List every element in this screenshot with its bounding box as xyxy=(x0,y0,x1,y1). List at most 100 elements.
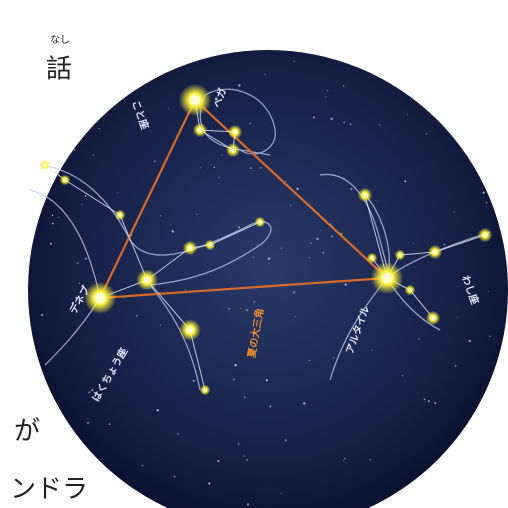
star xyxy=(491,424,493,426)
star xyxy=(160,325,161,326)
star xyxy=(363,193,368,198)
star xyxy=(350,123,352,125)
star xyxy=(208,243,212,247)
star xyxy=(214,167,215,168)
star xyxy=(244,397,245,398)
star xyxy=(327,90,328,91)
star xyxy=(331,118,333,120)
star xyxy=(27,278,29,280)
star xyxy=(233,130,238,135)
star xyxy=(424,398,426,400)
star xyxy=(107,50,109,52)
star xyxy=(433,250,438,255)
star xyxy=(333,357,334,358)
star xyxy=(48,419,50,421)
star xyxy=(117,192,118,193)
star xyxy=(34,165,35,166)
star xyxy=(123,297,124,298)
star xyxy=(188,246,193,251)
star xyxy=(186,62,187,63)
star xyxy=(472,453,474,455)
star xyxy=(323,252,325,254)
star xyxy=(370,459,371,460)
star xyxy=(382,273,393,284)
star xyxy=(54,170,56,172)
star xyxy=(198,128,203,133)
star xyxy=(316,238,318,240)
star xyxy=(285,439,287,441)
star xyxy=(268,258,270,260)
star xyxy=(52,215,53,216)
star xyxy=(431,316,436,321)
star xyxy=(193,380,195,382)
star xyxy=(488,291,489,292)
heading-char: 話 xyxy=(46,55,72,85)
star xyxy=(41,314,43,316)
star xyxy=(185,289,186,290)
star xyxy=(200,167,201,168)
bottom-text: ンドラ xyxy=(10,475,88,505)
star xyxy=(243,455,245,457)
star xyxy=(52,223,54,225)
star xyxy=(345,283,347,285)
star xyxy=(142,465,144,467)
star xyxy=(372,350,373,351)
star xyxy=(50,243,52,245)
star xyxy=(343,121,345,123)
star xyxy=(313,116,315,118)
star xyxy=(489,336,490,337)
star xyxy=(208,483,210,485)
star xyxy=(63,178,67,182)
star xyxy=(39,122,41,124)
star xyxy=(270,406,272,408)
star xyxy=(177,433,179,435)
star xyxy=(434,402,436,404)
star xyxy=(154,160,156,162)
star xyxy=(77,262,79,264)
star xyxy=(156,499,157,500)
star xyxy=(99,128,100,129)
star xyxy=(111,72,113,74)
star xyxy=(413,243,414,244)
star xyxy=(85,195,86,196)
star xyxy=(238,443,240,445)
star xyxy=(234,364,236,366)
star xyxy=(36,195,38,197)
star xyxy=(196,214,197,215)
star xyxy=(136,493,137,494)
star xyxy=(404,180,406,182)
star xyxy=(157,409,159,411)
body-char: が xyxy=(14,417,40,447)
star xyxy=(494,88,496,90)
star xyxy=(88,391,90,393)
star xyxy=(238,84,240,86)
star xyxy=(172,230,174,232)
star xyxy=(190,95,201,106)
star xyxy=(349,51,350,52)
star xyxy=(87,422,89,424)
star xyxy=(67,117,68,118)
star xyxy=(160,215,161,216)
star xyxy=(238,226,240,228)
star xyxy=(95,293,106,304)
star xyxy=(428,400,430,402)
star xyxy=(260,167,261,168)
star xyxy=(250,167,252,169)
star xyxy=(174,476,176,478)
star xyxy=(453,495,454,496)
star xyxy=(444,244,445,245)
star xyxy=(281,248,282,249)
star xyxy=(218,176,220,178)
star xyxy=(325,96,326,97)
star xyxy=(454,211,455,212)
star xyxy=(303,402,305,404)
star xyxy=(108,67,109,68)
star xyxy=(296,188,298,190)
star-map xyxy=(28,50,508,508)
star xyxy=(483,233,488,238)
star xyxy=(343,85,345,87)
star xyxy=(203,388,207,392)
star xyxy=(168,108,169,109)
star xyxy=(91,389,93,391)
star xyxy=(294,61,295,62)
